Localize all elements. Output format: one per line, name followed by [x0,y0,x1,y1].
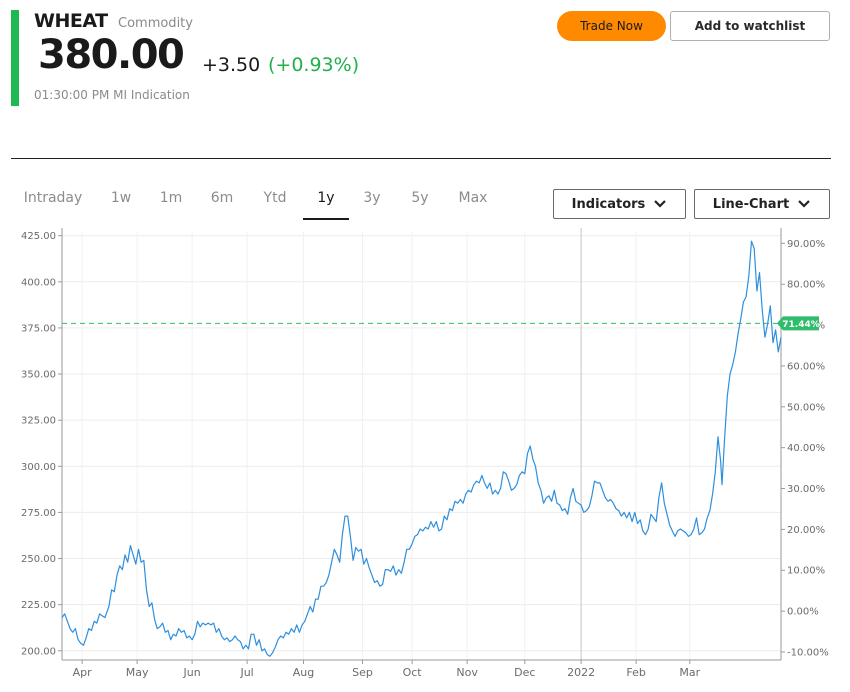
y-tick-label: 325.00 [21,416,56,427]
x-tick-label: Apr [73,666,93,679]
y2-tick-label: 90.00% [787,239,825,250]
x-tick-label: Sep [352,666,373,679]
y-tick-label: 200.00 [21,646,56,657]
range-tab-5y[interactable]: 5y [411,190,429,206]
y-tick-label: 250.00 [21,554,56,565]
price-change-percent: (+0.93%) [268,54,360,76]
indicators-dropdown[interactable]: Indicators [553,189,686,219]
reference-badge-label: 71.44% [782,320,820,330]
quote-time-line: 01:30:00 PM MI Indication [34,88,190,102]
x-tick-label: Jul [239,666,253,679]
x-tick-label: Nov [456,666,478,679]
y-tick-label: 375.00 [21,323,56,334]
y-tick-label: 225.00 [21,600,56,611]
y2-tick-label: 80.00% [787,280,825,291]
y2-tick-label: 30.00% [787,484,825,495]
range-tab-intraday[interactable]: Intraday [23,190,83,206]
x-tick-label: Oct [403,666,423,679]
price-chart: 425.00 400.00 375.00 350.00 325.00 300.00 275.… [21,228,829,679]
header-divider [11,158,831,159]
range-tab-1y[interactable]: 1y [303,187,349,220]
asset-type: Commodity [118,16,193,31]
range-tab-max[interactable]: Max [458,190,488,206]
x-tick-label: 2022 [567,666,595,679]
x-tick-label: Aug [293,666,314,679]
y-tick-label: 400.00 [21,277,56,288]
x-tick-label: Mar [679,666,700,679]
chevron-down-icon [798,200,810,208]
y-tick-label: 350.00 [21,370,56,381]
y2-tick-label: 60.00% [787,361,825,372]
x-tick-label: Jun [183,666,201,679]
y-tick-label: 300.00 [21,462,56,473]
quote-source: MI Indication [113,88,190,102]
y-tick-label: 275.00 [21,508,56,519]
chart-type-dropdown[interactable]: Line-Chart [694,189,830,219]
indicators-label: Indicators [571,196,646,212]
add-to-watchlist-button[interactable]: Add to watchlist [670,11,830,41]
range-tab-1m[interactable]: 1m [159,190,183,206]
y2-tick-label: 40.00% [787,443,825,454]
range-tab-3y[interactable]: 3y [363,190,381,206]
range-tab-6m[interactable]: 6m [210,190,234,206]
range-tab-1w[interactable]: 1w [110,190,132,206]
reference-badge [777,316,819,331]
price-change: +3.50 [202,54,261,76]
x-tick-label: May [126,666,149,679]
y2-tick-label: 50.00% [787,402,825,413]
y2-tick-label: 0.00% [787,607,819,618]
trade-now-button[interactable]: Trade Now [557,11,666,41]
y2-tick-label: 10.00% [787,566,825,577]
y2-tick-label: 20.00% [787,525,825,536]
symbol: WHEAT [34,10,108,32]
y2-tick-label: -10.00% [787,647,829,658]
last-price: 380.00 [38,32,185,78]
x-tick-label: Dec [514,666,535,679]
chevron-down-icon [654,200,667,208]
accent-bar [11,10,19,106]
x-tick-label: Feb [626,666,645,679]
range-tab-ytd[interactable]: Ytd [263,190,287,206]
y-tick-label: 425.00 [21,231,56,242]
quote-time: 01:30:00 PM [34,88,110,102]
chart-type-label: Line-Chart [712,196,790,212]
price-line [61,240,782,657]
